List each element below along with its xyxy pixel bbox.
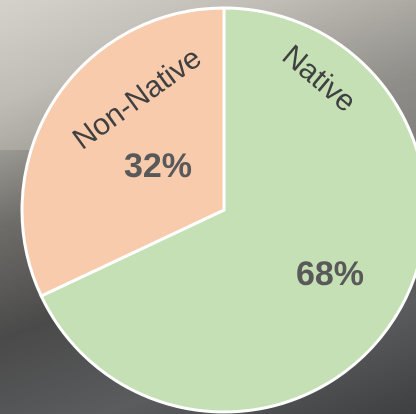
chart: Native68%Non-Native32%	[0, 0, 416, 414]
value-label: 68%	[296, 255, 364, 293]
page: Native68%Non-Native32% (() => { const da…	[0, 0, 416, 414]
value-label: 32%	[124, 147, 192, 185]
